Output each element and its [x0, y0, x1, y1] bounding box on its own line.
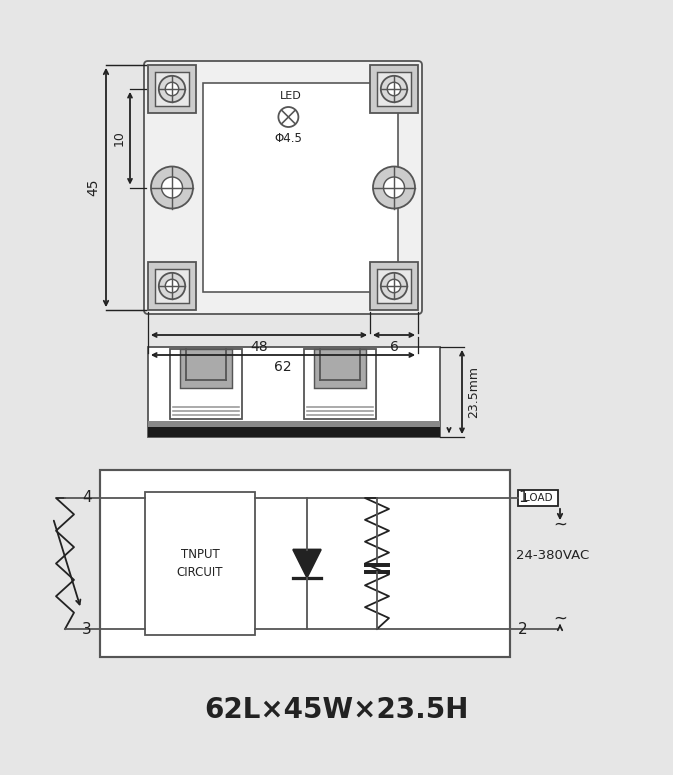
Bar — [314, 349, 366, 388]
Text: LED: LED — [279, 91, 302, 101]
Text: 3: 3 — [82, 622, 92, 636]
Bar — [377, 72, 411, 106]
Bar — [370, 65, 418, 113]
Circle shape — [373, 167, 415, 208]
Bar — [180, 349, 232, 388]
Text: 4: 4 — [82, 491, 92, 505]
Bar — [304, 349, 376, 419]
Circle shape — [166, 279, 179, 293]
Circle shape — [166, 82, 179, 96]
Text: 10: 10 — [113, 130, 126, 146]
Bar — [377, 269, 411, 303]
Text: 62: 62 — [274, 360, 292, 374]
Bar — [370, 262, 418, 310]
Bar — [203, 83, 398, 292]
Bar — [155, 269, 189, 303]
Circle shape — [162, 177, 182, 198]
Polygon shape — [293, 549, 321, 577]
Bar — [148, 421, 440, 427]
Circle shape — [151, 167, 193, 208]
Circle shape — [159, 76, 185, 102]
Circle shape — [381, 273, 407, 299]
Circle shape — [159, 273, 185, 299]
Text: 2: 2 — [518, 622, 528, 636]
FancyBboxPatch shape — [144, 61, 422, 314]
Text: Φ4.5: Φ4.5 — [275, 132, 302, 145]
Text: 1: 1 — [518, 491, 528, 505]
Bar — [148, 347, 440, 437]
Bar — [518, 490, 558, 506]
Bar — [170, 349, 242, 419]
Text: 23.5mm: 23.5mm — [467, 366, 480, 418]
Bar — [148, 262, 196, 310]
Bar — [148, 65, 196, 113]
Text: ~: ~ — [553, 516, 567, 534]
Text: 48: 48 — [250, 340, 268, 354]
Bar — [100, 470, 510, 657]
Text: ~: ~ — [553, 610, 567, 628]
Text: 45: 45 — [86, 179, 100, 196]
Circle shape — [384, 177, 404, 198]
Bar — [148, 427, 440, 437]
Text: TNPUT
CIRCUIT: TNPUT CIRCUIT — [177, 547, 223, 580]
Bar — [145, 492, 255, 635]
Text: LOAD: LOAD — [524, 493, 553, 503]
Circle shape — [381, 76, 407, 102]
Bar — [155, 72, 189, 106]
Text: 62L×45W×23.5H: 62L×45W×23.5H — [204, 696, 468, 724]
Circle shape — [279, 107, 298, 127]
Text: 6: 6 — [390, 340, 398, 354]
Text: 24-380VAC: 24-380VAC — [516, 549, 590, 562]
Circle shape — [387, 82, 400, 96]
Circle shape — [387, 279, 400, 293]
